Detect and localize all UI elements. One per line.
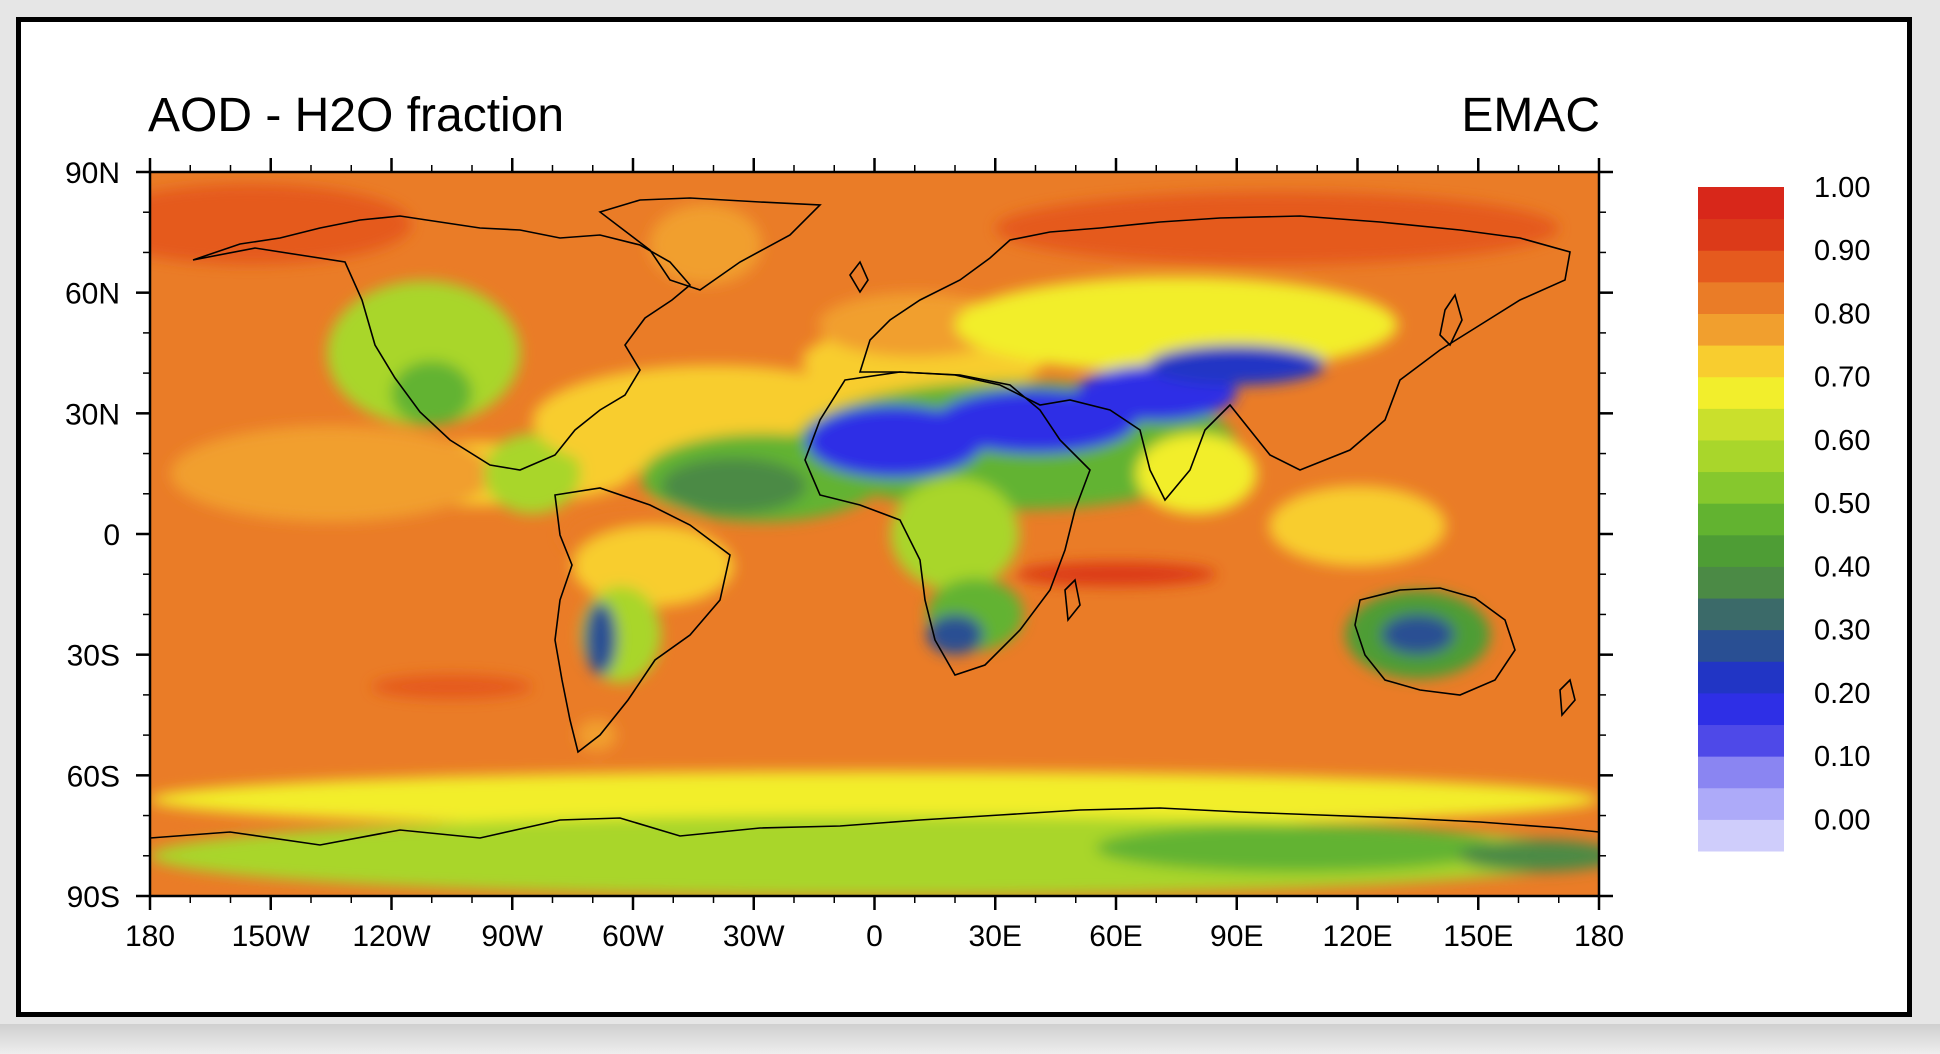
field-region [1268, 485, 1447, 567]
lon-tick-label: 180 [125, 920, 175, 953]
field-region [818, 292, 1012, 358]
colorbar-label: 0.30 [1814, 615, 1870, 647]
south-america-outline [554, 487, 731, 754]
lat-tick-label: 90N [65, 157, 120, 190]
field-region [576, 719, 617, 752]
lon-tick-label: 150E [1443, 920, 1513, 953]
lon-tick-label: 30E [969, 920, 1022, 953]
colorbar-label: 0.60 [1814, 425, 1870, 457]
greenland-outline [598, 197, 822, 291]
coastlines [150, 197, 1599, 846]
lat-tick-label: 30S [67, 640, 120, 673]
colorbar-swatch [1698, 313, 1784, 346]
colorbar-swatch [1698, 534, 1784, 567]
colorbar-label: 0.50 [1814, 488, 1870, 520]
map-axes: 90N 60N 30N 0 30S 60S 90S 180 150W 120W 90W 60W 30W… [65, 157, 1624, 953]
colorbar-swatch [1698, 218, 1784, 251]
lon-tick-label: 120W [352, 920, 431, 953]
lon-axis: 180 150W 120W 90W 60W 30W 0 30E 60E 90E 120E 150E 18… [125, 158, 1624, 953]
uk-outline [849, 260, 869, 294]
lat-tick-label: 60N [65, 278, 120, 311]
colorbar-swatch [1698, 281, 1784, 314]
field-region [371, 674, 533, 699]
colorbar-swatch [1698, 187, 1784, 220]
lon-tick-label: 30W [723, 920, 785, 953]
field-region [661, 457, 807, 514]
madagascar-outline [1064, 578, 1081, 623]
colorbar-swatch [1698, 250, 1784, 283]
colorbar-swatch [1698, 787, 1784, 820]
colorbar-swatch [1698, 692, 1784, 726]
bottom-shadow [0, 1024, 1940, 1054]
australia-outline [1354, 587, 1516, 696]
colorbar: 0.00 0.10 0.20 0.30 0.40 0.50 0.60 0.70 0.80 0.90… [1698, 172, 1870, 852]
colorbar-swatch [1698, 503, 1784, 536]
field-region [995, 192, 1559, 265]
field-region [391, 361, 472, 426]
colorbar-label: 0.80 [1814, 298, 1870, 330]
colorbar-swatch [1698, 345, 1784, 378]
colorbar-label: 1.00 [1814, 172, 1870, 204]
colorbar-swatch [1698, 661, 1784, 694]
lon-tick-label: 150W [232, 920, 311, 953]
colorbar-swatch [1698, 724, 1784, 757]
field-region [327, 280, 521, 426]
lon-tick-label: 120E [1322, 920, 1392, 953]
lat-tick-label: 0 [103, 519, 120, 552]
field-region [1136, 433, 1257, 514]
colorbar-swatch [1698, 819, 1784, 852]
colorbar-label: 0.90 [1814, 235, 1870, 267]
colorbar-label: 0.40 [1814, 551, 1870, 583]
eurasia-outline [858, 215, 1571, 502]
field-region [1015, 562, 1217, 587]
map-area [150, 172, 1599, 896]
colorbar-swatch [1698, 471, 1784, 504]
new-zealand-outline [1559, 678, 1576, 717]
colorbar-swatch [1698, 629, 1784, 662]
colorbar-label: 0.10 [1814, 741, 1870, 773]
colorbar-swatch [1698, 408, 1784, 441]
field-region [150, 184, 412, 265]
field-region [150, 771, 1599, 828]
field-region [584, 602, 617, 675]
antarctica-outline [150, 807, 1599, 846]
lon-tick-label: 60E [1089, 920, 1142, 953]
japan-outline [1439, 293, 1463, 347]
field-region [170, 425, 493, 522]
field-region [1148, 344, 1326, 386]
field-region [926, 614, 984, 655]
lon-tick-label: 90E [1210, 920, 1263, 953]
colorbar-swatch [1698, 756, 1784, 789]
colorbar-swatch [1698, 566, 1784, 599]
lat-tick-label: 90S [67, 881, 120, 914]
north-america-outline [192, 215, 692, 471]
field-region [890, 477, 1020, 591]
field-region [1458, 839, 1599, 872]
lon-tick-label: 90W [481, 920, 543, 953]
lat-tick-label: 30N [65, 398, 120, 431]
lon-tick-label: 60W [602, 920, 664, 953]
field-region [572, 525, 734, 607]
field-region [649, 204, 762, 285]
colorbar-label: 0.00 [1814, 804, 1870, 836]
lon-tick-label: 0 [866, 920, 883, 953]
field-region [1095, 823, 1499, 872]
colorbar-swatch [1698, 376, 1784, 409]
colorbar-label: 0.20 [1814, 678, 1870, 710]
model-label: EMAC [1461, 89, 1600, 142]
colorbar-swatch [1698, 439, 1784, 473]
lat-axis: 90N 60N 30N 0 30S 60S 90S [65, 157, 1613, 914]
field-region [1381, 614, 1455, 655]
lat-tick-label: 60S [67, 760, 120, 793]
map-title: AOD - H2O fraction [148, 89, 564, 142]
colorbar-label: 0.70 [1814, 362, 1870, 394]
colorbar-swatch [1698, 598, 1784, 631]
lon-tick-label: 180 [1574, 920, 1624, 953]
